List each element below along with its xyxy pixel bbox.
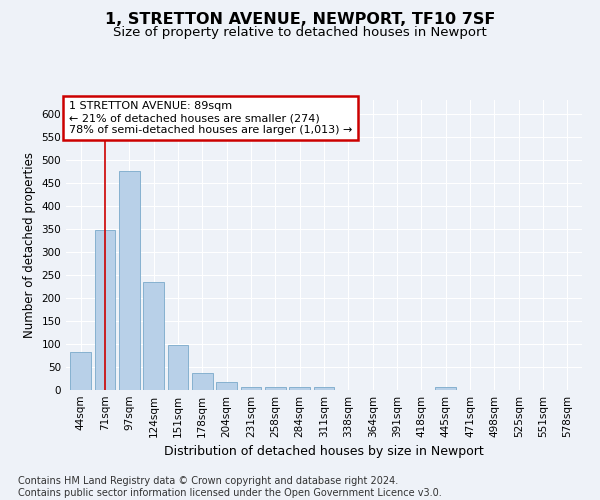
Bar	[436, 387, 456, 390]
Bar	[314, 387, 334, 390]
Text: 1, STRETTON AVENUE, NEWPORT, TF10 7SF: 1, STRETTON AVENUE, NEWPORT, TF10 7SF	[105, 12, 495, 28]
Bar	[289, 387, 310, 390]
Bar	[216, 382, 237, 390]
X-axis label: Distribution of detached houses by size in Newport: Distribution of detached houses by size …	[164, 446, 484, 458]
Text: 1 STRETTON AVENUE: 89sqm
← 21% of detached houses are smaller (274)
78% of semi-: 1 STRETTON AVENUE: 89sqm ← 21% of detach…	[68, 102, 352, 134]
Bar	[192, 373, 212, 390]
Bar	[167, 346, 188, 390]
Y-axis label: Number of detached properties: Number of detached properties	[23, 152, 36, 338]
Bar	[241, 387, 262, 390]
Text: Contains HM Land Registry data © Crown copyright and database right 2024.
Contai: Contains HM Land Registry data © Crown c…	[18, 476, 442, 498]
Bar	[143, 282, 164, 390]
Bar	[95, 230, 115, 390]
Bar	[265, 387, 286, 390]
Text: Size of property relative to detached houses in Newport: Size of property relative to detached ho…	[113, 26, 487, 39]
Bar	[70, 352, 91, 390]
Bar	[119, 171, 140, 390]
